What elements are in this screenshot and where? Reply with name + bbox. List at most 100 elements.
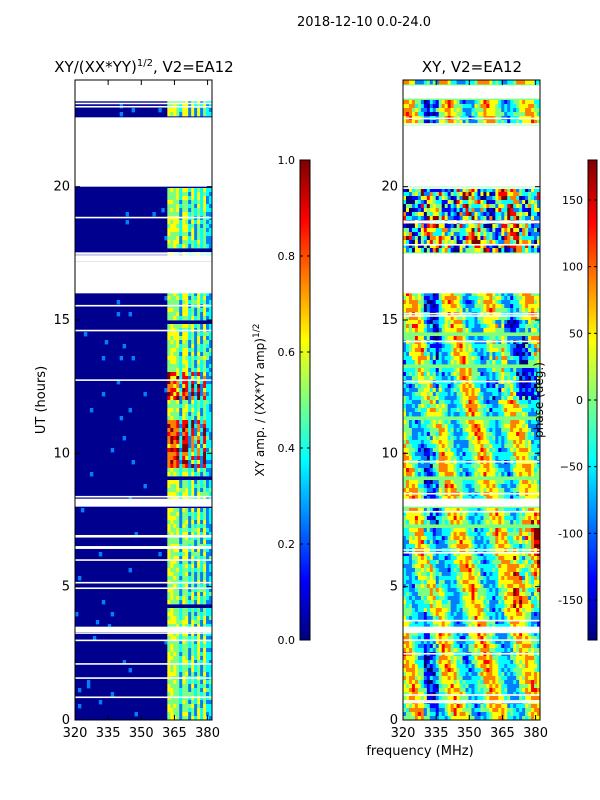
- right-heatmap-cell: [501, 356, 505, 361]
- right-heatmap-cell: [498, 436, 502, 441]
- left-heatmap-cell: [197, 440, 201, 445]
- left-heatmap-cell: [203, 348, 207, 353]
- right-heatmap-cell: [489, 316, 493, 321]
- left-heatmap-cell: [203, 236, 207, 241]
- right-heatmap-cell: [438, 200, 443, 205]
- right-heatmap-cell: [504, 356, 508, 361]
- right-heatmap-cell: [504, 404, 508, 409]
- right-heatmap-cell: [504, 316, 508, 321]
- left-heatmap-cell: [191, 212, 195, 217]
- left-heatmap-cell: [170, 432, 174, 437]
- right-heatmap-cell: [513, 108, 517, 113]
- left-heatmap-cell: [188, 428, 192, 433]
- right-heatmap-cell: [408, 352, 413, 357]
- right-heatmap-cell: [459, 196, 463, 201]
- right-heatmap-cell: [519, 368, 523, 373]
- right-heatmap-cell: [456, 296, 460, 301]
- right-heatmap-cell: [414, 376, 419, 381]
- right-heatmap-cell: [405, 80, 410, 85]
- right-heatmap-cell: [429, 300, 434, 305]
- left-heatmap-cell: [179, 244, 183, 249]
- right-heatmap-cell: [417, 236, 422, 241]
- right-heatmap-cell: [417, 468, 422, 473]
- right-heatmap-cell: [501, 108, 505, 113]
- right-heatmap-cell: [444, 316, 449, 321]
- right-heatmap-cell: [501, 408, 505, 413]
- left-heatmap-cell: [197, 340, 201, 345]
- right-heatmap-cell: [438, 308, 443, 313]
- right-heatmap-cell: [519, 108, 523, 113]
- right-heatmap-cell: [528, 356, 532, 361]
- right-heatmap-cell: [492, 468, 496, 473]
- left-heatmap-cell: [206, 612, 210, 617]
- right-heatmap-cell: [450, 352, 455, 357]
- right-heatmap-cell: [441, 404, 446, 409]
- right-heatmap-cell: [456, 448, 460, 453]
- right-heatmap-cell: [480, 440, 484, 445]
- right-heatmap-cell: [411, 372, 416, 377]
- right-heatmap-cell: [477, 208, 481, 213]
- left-heatmap-cell: [191, 452, 195, 457]
- right-heatmap-cell: [486, 196, 490, 201]
- right-heatmap-cell: [528, 224, 532, 229]
- left-heatmap-cell: [200, 316, 204, 321]
- right-heatmap-cell: [492, 240, 496, 245]
- left-heatmap-cell: [197, 592, 201, 597]
- left-heatmap-cell: [197, 512, 201, 517]
- right-heatmap-cell: [516, 232, 520, 237]
- left-heatmap-cell: [185, 436, 189, 441]
- right-heatmap-cell: [450, 80, 455, 85]
- left-heatmap-cell: [197, 392, 201, 397]
- right-heatmap-cell: [456, 400, 460, 405]
- right-heatmap-cell: [480, 436, 484, 441]
- left-heatmap-cell: [209, 432, 213, 437]
- right-heatmap-cell: [411, 352, 416, 357]
- left-heatmap-cell: [185, 524, 189, 529]
- left-heatmap-cell: [203, 692, 207, 697]
- right-heatmap-cell: [438, 212, 443, 217]
- right-heatmap-cell: [531, 388, 535, 393]
- right-heatmap-cell: [411, 228, 416, 233]
- right-heatmap-cell: [522, 192, 526, 197]
- right-heatmap-cell: [459, 448, 463, 453]
- right-heatmap-cell: [459, 232, 463, 237]
- right-heatmap-cell: [516, 296, 520, 301]
- left-heatmap-cell: [188, 396, 192, 401]
- left-heatmap-cell: [194, 396, 198, 401]
- right-heatmap-cell: [513, 208, 517, 213]
- right-heatmap-cell: [510, 224, 514, 229]
- right-heatmap-cell: [432, 200, 437, 205]
- right-heatmap-cell: [510, 404, 514, 409]
- left-heatmap-cell: [203, 392, 207, 397]
- right-heatmap-cell: [417, 344, 422, 349]
- right-heatmap-cell: [453, 212, 458, 217]
- right-heatmap-cell: [513, 388, 517, 393]
- left-heatmap-cell: [179, 532, 183, 537]
- right-heatmap-cell: [516, 208, 520, 213]
- left-heatmap-cell: [185, 588, 189, 593]
- right-heatmap-cell: [531, 356, 535, 361]
- left-heatmap-cell: [182, 692, 186, 697]
- left-heatmap-cell: [209, 636, 213, 641]
- right-heatmap-cell: [522, 232, 526, 237]
- left-heatmap-cell: [191, 220, 195, 225]
- right-heatmap-cell: [447, 468, 452, 473]
- right-heatmap-cell: [459, 108, 463, 113]
- right-heatmap-cell: [528, 404, 532, 409]
- right-heatmap-cell: [429, 444, 434, 449]
- right-heatmap-cell: [480, 308, 484, 313]
- right-heatmap-cell: [504, 244, 508, 249]
- right-heatmap-cell: [483, 400, 487, 405]
- left-heatmap-cell: [197, 712, 201, 717]
- right-heatmap-cell: [417, 368, 422, 373]
- left-flagged-line: [75, 677, 212, 679]
- right-heatmap-cell: [504, 376, 508, 381]
- right-heatmap-cell: [480, 204, 484, 209]
- left-heatmap-cell: [188, 492, 192, 497]
- right-heatmap-cell: [459, 216, 463, 221]
- left-heatmap-cell: [77, 688, 82, 693]
- right-heatmap-cell: [453, 472, 458, 477]
- right-heatmap-cell: [528, 228, 532, 233]
- left-heatmap-cell: [200, 372, 204, 377]
- right-heatmap-cell: [453, 360, 458, 365]
